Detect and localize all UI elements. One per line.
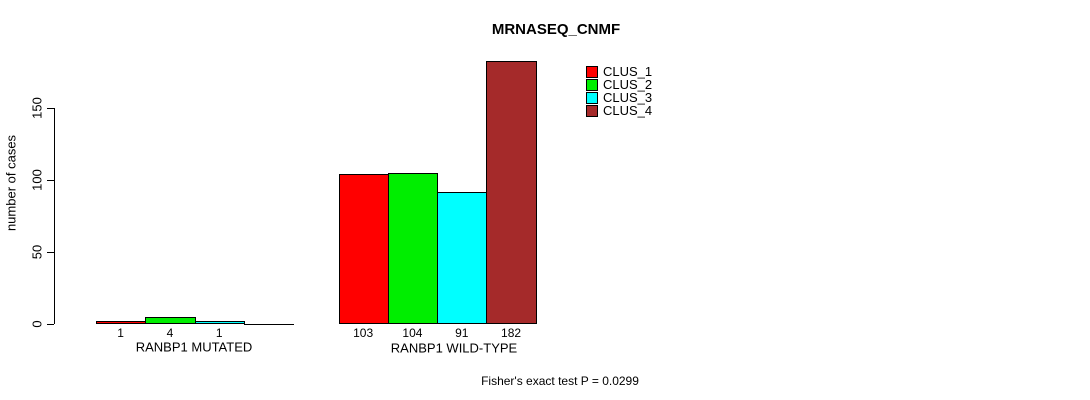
legend-row: CLUS_1 — [586, 65, 652, 78]
bar-value-label: 91 — [455, 326, 469, 340]
legend-label: CLUS_1 — [603, 64, 653, 79]
bar-clus_2 — [387, 173, 439, 325]
y-tick-mark — [47, 107, 54, 109]
legend-row: CLUS_3 — [586, 91, 652, 104]
bar-value-label: 4 — [166, 326, 174, 340]
group-label-mutated: RANBP1 MUTATED — [135, 339, 253, 355]
y-tick-label: 100 — [29, 168, 45, 191]
bar-clus_1 — [338, 174, 389, 325]
legend-swatch-clus_3 — [586, 91, 598, 104]
bar-clus_3 — [194, 321, 245, 325]
bar-clus_3 — [437, 191, 488, 325]
bar-clus_1 — [96, 321, 147, 325]
chart-title: MRNASEQ_CNMF — [491, 21, 621, 38]
legend-swatch-clus_2 — [586, 78, 598, 91]
bar-clus_4-zero — [243, 323, 295, 325]
y-tick-mark — [47, 323, 54, 325]
bar-value-label: 103 — [353, 326, 374, 340]
bar-clus_4 — [486, 60, 537, 325]
legend-swatch-clus_4 — [586, 104, 598, 117]
bar-clus_2 — [145, 316, 196, 325]
y-axis-label: number of cases — [3, 134, 19, 232]
y-axis-line — [54, 108, 55, 324]
bar-value-label: 1 — [117, 326, 124, 340]
legend: CLUS_1 CLUS_2 CLUS_3 CLUS_4 — [586, 65, 652, 117]
group-label-wildtype: RANBP1 WILD-TYPE — [390, 340, 518, 356]
bar-value-label: 182 — [501, 326, 522, 340]
legend-label: CLUS_3 — [603, 90, 653, 105]
y-tick-mark — [47, 179, 54, 181]
legend-label: CLUS_4 — [603, 103, 653, 118]
bar-value-label: 104 — [402, 326, 423, 340]
fisher-test-annotation: Fisher's exact test P = 0.0299 — [481, 374, 639, 388]
y-tick-label: 0 — [29, 319, 45, 328]
legend-row: CLUS_4 — [586, 104, 652, 117]
y-tick-mark — [47, 251, 54, 253]
y-tick-label: 150 — [29, 97, 45, 119]
bar-value-label: 1 — [215, 326, 223, 340]
legend-row: CLUS_2 — [586, 78, 652, 91]
legend-swatch-clus_1 — [586, 65, 598, 78]
y-tick-label: 50 — [29, 244, 45, 259]
legend-label: CLUS_2 — [603, 77, 653, 92]
